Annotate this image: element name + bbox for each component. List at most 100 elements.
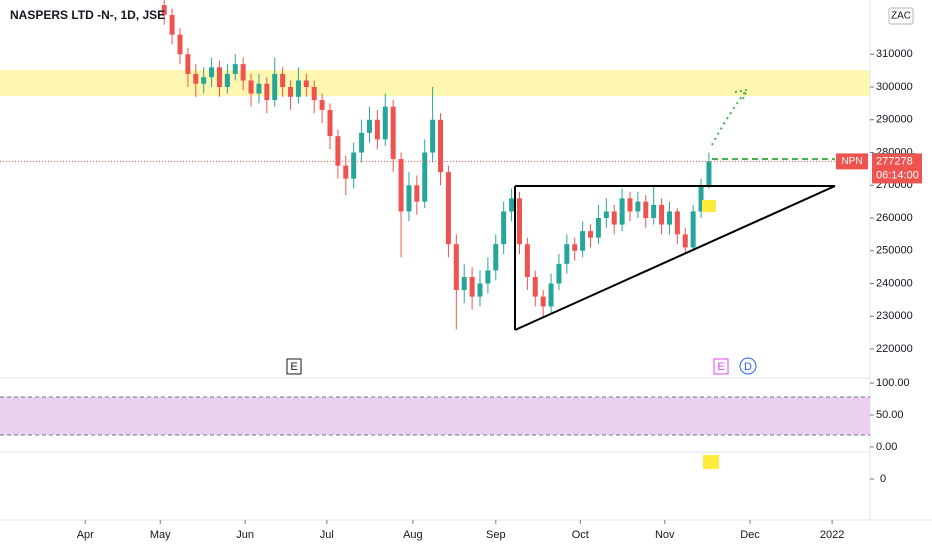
x-tick-label: Jul	[320, 529, 334, 541]
currency: ZAC	[891, 11, 911, 22]
y-tick-label: 220000	[876, 343, 913, 355]
candle-body	[256, 83, 262, 94]
y-tick-label: 250000	[876, 245, 913, 257]
candle-body	[706, 161, 712, 186]
candle-body	[690, 211, 696, 248]
candle-body	[351, 152, 357, 179]
candle-body	[651, 204, 657, 219]
candle-body	[288, 87, 294, 97]
candle-body	[374, 119, 380, 140]
candle-body	[469, 276, 475, 297]
event: E	[717, 361, 724, 373]
candle-body	[674, 211, 680, 235]
candle-body	[177, 34, 183, 55]
candle-body	[232, 64, 238, 74]
candle-body	[501, 211, 507, 245]
marks	[161, 0, 712, 330]
candle-body	[532, 276, 538, 297]
resistance-zone	[0, 70, 870, 96]
y-tick-label: 230000	[876, 310, 913, 322]
candle-body	[461, 276, 467, 291]
y-tick-label: 260000	[876, 212, 913, 224]
event-badge	[713, 358, 729, 375]
candle-body	[398, 159, 404, 212]
symbol-badge	[836, 153, 868, 170]
y-tick-label: 310000	[876, 48, 913, 60]
candle-body	[414, 185, 420, 202]
candle-body	[193, 73, 199, 84]
event: D	[744, 361, 752, 373]
candle-body	[445, 172, 451, 245]
candle-body	[627, 198, 633, 212]
candle-body	[209, 67, 215, 78]
last-price-label: 277278	[876, 155, 913, 167]
candle-body	[643, 201, 649, 219]
candle-body	[280, 73, 286, 88]
candle-body	[580, 231, 586, 251]
x-tick-label: Jun	[236, 529, 254, 541]
candle-body	[248, 80, 254, 94]
highlight	[702, 200, 716, 212]
candle-body	[201, 77, 207, 84]
candle-body	[303, 80, 309, 88]
candle-body	[161, 5, 167, 15]
candle-body	[185, 54, 191, 74]
x-tick-label: Aug	[403, 529, 423, 541]
x-tick-label: 2022	[820, 529, 844, 541]
y-tick-label: 290000	[876, 114, 913, 126]
candle-body	[698, 185, 704, 212]
candle-body	[635, 201, 641, 212]
candle-body	[390, 106, 396, 160]
candle-body	[611, 211, 617, 225]
candle-body	[477, 283, 483, 297]
candle-body	[453, 244, 459, 291]
candle-body	[556, 263, 562, 284]
candle-body	[430, 119, 436, 153]
candle-body	[595, 218, 601, 238]
candle-body	[666, 211, 672, 225]
candle-body	[682, 234, 688, 248]
y-tick-label: 300000	[876, 81, 913, 93]
candle-body	[422, 152, 428, 202]
event: E	[290, 361, 297, 373]
candle-body	[548, 283, 554, 307]
candle-body	[619, 198, 625, 225]
x-tick-label: Oct	[572, 529, 589, 541]
arrow-head	[734, 88, 749, 102]
trend-line	[514, 185, 836, 331]
candle-body	[588, 231, 594, 238]
x-tick-label: Nov	[655, 529, 675, 541]
event-badge	[739, 357, 757, 375]
candle-body	[335, 136, 341, 166]
candle-body	[406, 185, 412, 212]
x-tick-label: Apr	[77, 529, 94, 541]
highlight	[703, 455, 719, 469]
y-tick-label: 100.00	[876, 377, 910, 389]
x-tick-label: May	[150, 529, 171, 541]
candle-body	[264, 83, 270, 101]
candle-body	[659, 204, 665, 225]
y-tick-label: 240000	[876, 277, 913, 289]
candle-body	[382, 106, 388, 140]
candle-body	[366, 119, 372, 133]
stoch-band	[0, 397, 870, 435]
event-badge	[286, 358, 302, 375]
symbol-label: NPN	[841, 156, 862, 167]
candle-body	[319, 100, 325, 110]
candle-body	[272, 73, 278, 101]
candle-body	[169, 14, 175, 35]
candle-body	[295, 80, 301, 97]
x-tick-label: Dec	[740, 529, 760, 541]
candle-body	[516, 198, 522, 245]
candle-body	[572, 244, 578, 251]
countdown: 06:14:00	[876, 169, 919, 181]
currency-badge	[888, 7, 914, 25]
y-tick-label: 0.00	[876, 441, 897, 453]
candle-body	[224, 73, 230, 88]
candle-body	[509, 198, 515, 212]
candle-body	[493, 244, 499, 271]
candle-body	[359, 132, 365, 153]
candle-body	[603, 211, 609, 219]
candle-body	[327, 109, 333, 137]
